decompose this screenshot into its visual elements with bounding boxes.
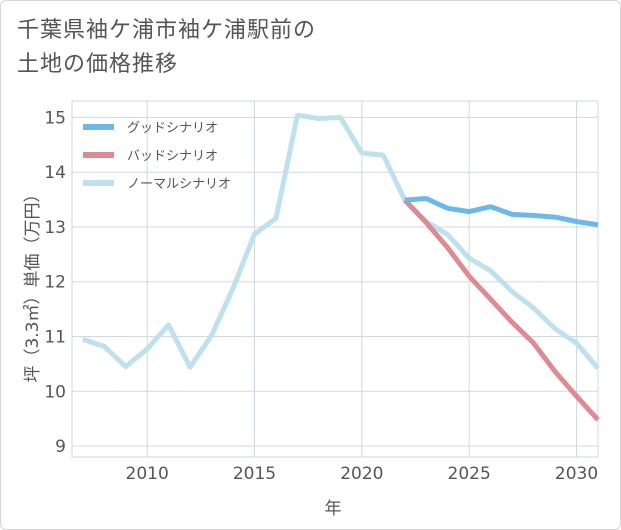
y-axis-label: 坪（3.3㎡）単価（万円） [23,185,43,382]
x-axis-label: 年 [325,499,342,519]
chart-title: 千葉県袖ケ浦市袖ケ浦駅前の 土地の価格推移 [17,14,316,82]
x-tick-label: 2025 [448,464,491,484]
y-tick-label: 12 [44,273,66,293]
legend-label: グッドシナリオ [127,121,218,136]
x-tick-label: 2030 [555,464,598,484]
plot-border [71,100,599,458]
series-line-0 [404,196,599,228]
x-tick-label: 2010 [126,464,169,484]
x-tick-label: 2015 [233,464,276,484]
y-tick-label: 10 [44,382,66,402]
y-tick-label: 11 [44,328,66,348]
y-tick-label: 9 [55,437,66,457]
legend-label: バッドシナリオ [127,149,218,164]
x-tick-label: 2020 [340,464,383,484]
series-line-1 [402,198,600,422]
series-layer [81,112,600,422]
y-tick-label: 15 [44,108,66,128]
legend-label: ノーマルシナリオ [127,177,231,192]
tick-labels: 9 10 11 12 13 14 15 2010 2015 2020 2025 2030 [44,108,598,484]
series-line-2 [81,112,600,370]
y-tick-label: 13 [44,218,66,238]
chart-title-line-1: 千葉県袖ケ浦市袖ケ浦駅前の [17,18,317,43]
y-tick-label: 14 [44,163,66,183]
chart-title-line-2: 土地の価格推移 [17,52,179,77]
